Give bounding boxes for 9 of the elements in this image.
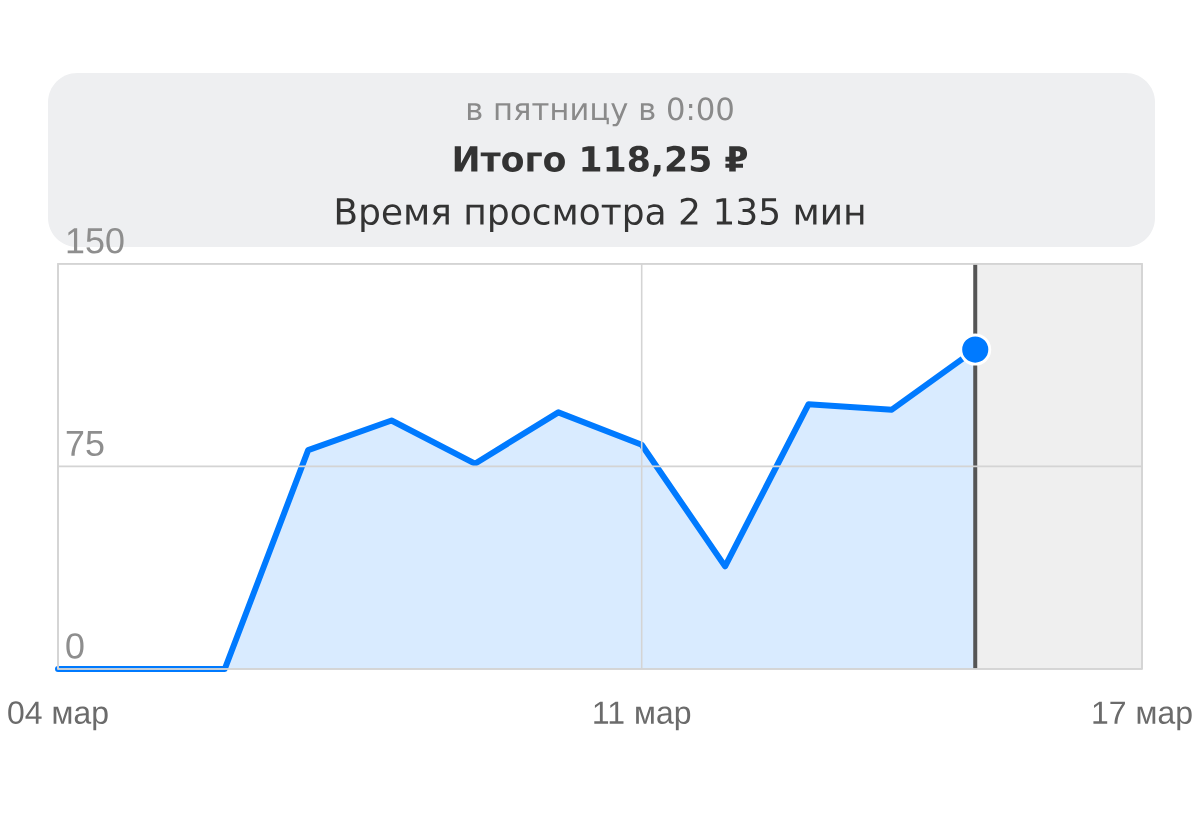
y-tick-label: 75 xyxy=(66,430,104,457)
y-tick-label: 150 xyxy=(67,227,124,254)
text: в пятницу в 0:00 xyxy=(467,97,733,127)
x-tick-label: 11 мар xyxy=(594,701,691,731)
text: Время просмотра 2 135 мин xyxy=(336,197,864,232)
x-tick-label: 04 мар xyxy=(8,701,108,731)
text: Итого 118,25 ₽ xyxy=(454,145,748,177)
y-tick-label: 0 xyxy=(66,633,84,659)
x-tick-label: 17 мар xyxy=(1093,701,1192,731)
